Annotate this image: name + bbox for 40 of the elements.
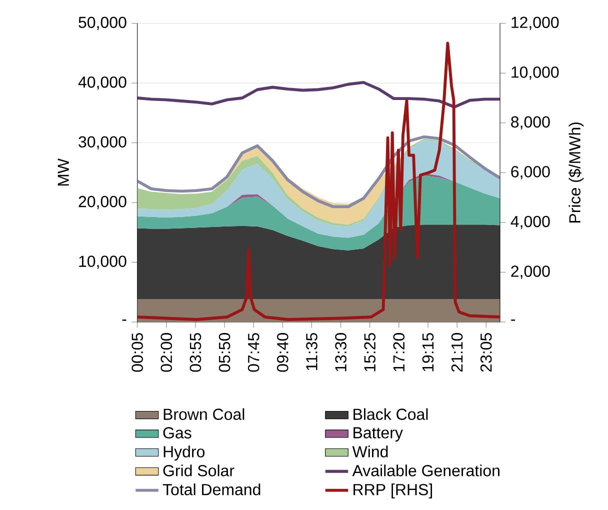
- x-tick-label: 19:15: [422, 333, 434, 372]
- y2-tick-label: 4,000: [510, 216, 550, 230]
- x-tick-label: 11:35: [306, 333, 318, 370]
- y2-tick-label: -: [511, 320, 516, 321]
- y-tick-label: -: [122, 320, 126, 321]
- legend-label: Gas: [163, 427, 192, 438]
- legend-label: Total Demand: [162, 484, 260, 496]
- x-tick-label: 03:55: [190, 333, 202, 372]
- x-tick-label: 17:20: [393, 333, 405, 372]
- y-tick-label: 10,000: [79, 256, 126, 269]
- y-tick-label: 50,000: [78, 16, 126, 30]
- x-tick-label: 23:05: [480, 333, 492, 372]
- y-tick-label: 20,000: [78, 196, 126, 210]
- legend-label: Grid Solar: [163, 464, 234, 476]
- x-tick-label: 21:10: [451, 333, 463, 372]
- y-tick-label: 30,000: [78, 136, 126, 150]
- y2-tick-label: 12,000: [512, 16, 559, 30]
- legend-label: Hydro: [164, 446, 205, 461]
- y-axis-title: MW: [58, 158, 69, 186]
- x-tick-label: 07:45: [248, 333, 260, 372]
- x-tick-label: 15:25: [364, 333, 376, 372]
- legend-label: Wind: [352, 446, 388, 458]
- legend-label: RRP [RHS]: [354, 484, 432, 498]
- line-series: [137, 80, 500, 108]
- x-tick-label: 13:30: [335, 333, 346, 372]
- y2-tick-label: 10,000: [512, 66, 559, 80]
- x-tick-label: 09:40: [276, 333, 288, 372]
- legend-label: Battery: [354, 427, 403, 442]
- y2-tick-label: 2,000: [511, 266, 550, 279]
- y2-tick-label: 6,000: [511, 166, 550, 180]
- x-tick-label: 02:00: [160, 333, 172, 372]
- y2-tick-label: 8,000: [511, 116, 550, 130]
- legend-label: Available Generation: [352, 464, 500, 476]
- x-tick-label: 05:50: [218, 333, 230, 372]
- line-series: [137, 135, 500, 208]
- y-tick-label: 40,000: [78, 76, 126, 90]
- legend-label: Black Coal: [354, 408, 428, 420]
- x-tick-label: 00:05: [132, 333, 143, 372]
- legend-label: Brown Coal: [164, 408, 244, 420]
- y2-axis-title: Price ($/MWh): [568, 122, 584, 222]
